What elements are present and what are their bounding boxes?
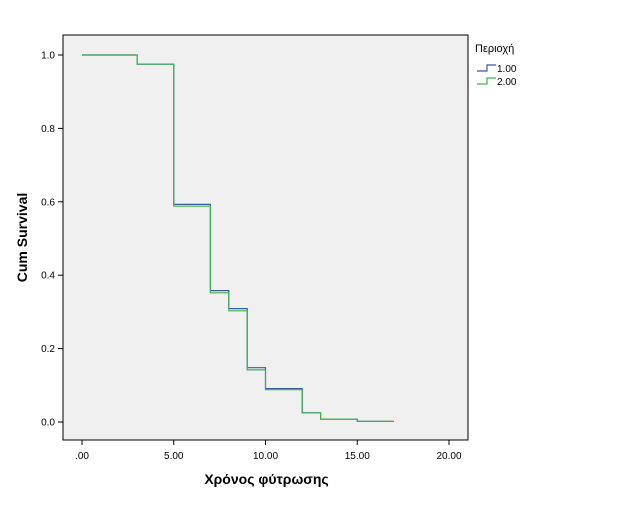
x-tick-label: 20.00	[436, 451, 461, 462]
y-tick-label: 0.4	[41, 271, 55, 282]
y-axis-title: Cum Survival	[14, 193, 30, 282]
legend-swatch-1.00	[477, 64, 496, 72]
x-tick-label: .00	[75, 451, 89, 462]
y-tick-label: 0.0	[41, 418, 55, 429]
y-tick-label: 0.8	[41, 124, 55, 135]
legend: Περιοχή 1.00 2.00	[475, 43, 517, 88]
y-tick-label: 0.6	[41, 197, 55, 208]
legend-label-1.00: 1.00	[497, 64, 517, 75]
x-axis-title: Χρόνος φύτρωσης	[204, 471, 328, 487]
y-tick-label: 0.2	[41, 344, 55, 355]
legend-swatch-2.00	[477, 77, 496, 85]
series-layer	[82, 54, 394, 422]
y-tick-label: 1.0	[41, 51, 55, 62]
series-line-2.00	[82, 54, 394, 422]
x-axis: .00 5.00 10.00 15.00 20.00	[75, 440, 462, 462]
legend-title: Περιοχή	[475, 43, 514, 55]
legend-label-2.00: 2.00	[497, 77, 517, 88]
y-axis: 0.0 0.2 0.4 0.6 0.8 1.0	[41, 51, 63, 429]
x-tick-label: 5.00	[164, 451, 184, 462]
x-tick-label: 10.00	[253, 451, 278, 462]
x-tick-label: 15.00	[345, 451, 370, 462]
